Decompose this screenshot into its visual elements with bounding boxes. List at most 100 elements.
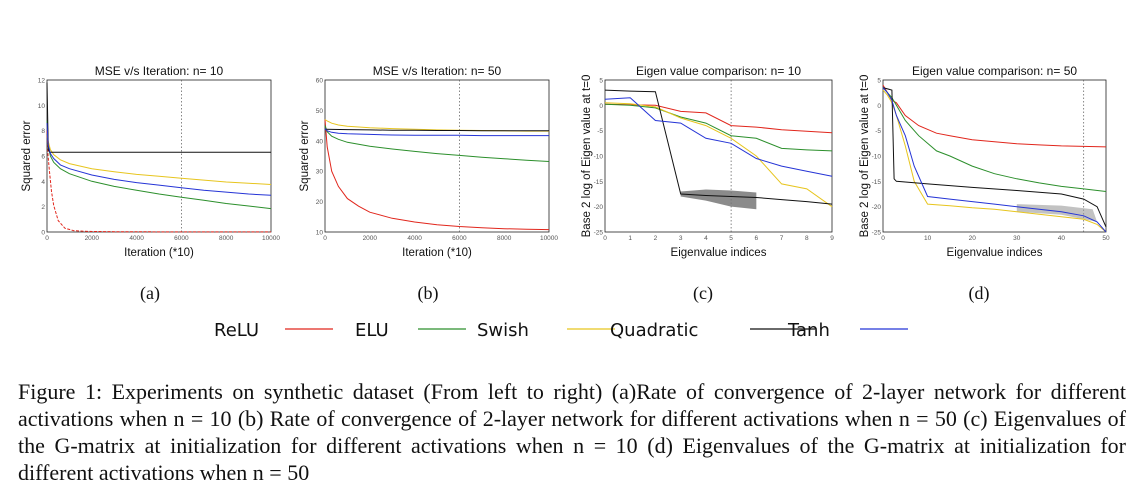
subfigure-label: (a) [140, 283, 160, 304]
y-tick-label: -10 [594, 154, 604, 161]
plot-frame [604, 79, 833, 233]
series-line-quadratic [46, 82, 271, 153]
y-axis-label: Base 2 log of Eigen value at t=0 [859, 75, 871, 238]
x-axis-label: Iteration (*10) [124, 247, 194, 259]
y-tick-label: -10 [872, 154, 882, 161]
y-tick-label: -5 [875, 128, 881, 135]
subfigure-label: (c) [693, 283, 713, 304]
y-tick-label: 5 [877, 78, 881, 85]
x-tick-label: 3 [679, 235, 683, 242]
series-line-relu [324, 119, 550, 231]
series-line-quadratic [882, 87, 1107, 228]
y-tick-label: -25 [594, 230, 604, 237]
x-tick-label: 0 [881, 235, 885, 242]
x-tick-label: 9 [830, 235, 834, 242]
legend-label: Tanh [787, 320, 830, 341]
series-line-relu [46, 130, 271, 233]
y-tick-label: 0 [877, 103, 881, 110]
y-tick-label: 0 [599, 103, 603, 110]
y-tick-label: -20 [872, 204, 882, 211]
chart-panel-3: 0 1 2 3 4 5 6 7 8 9 5 0 -5 -10 -15 -20 -25 Eigen value co… [581, 64, 834, 304]
y-tick-label: 50 [316, 108, 324, 115]
x-tick-label: 20 [969, 235, 977, 242]
legend-label: ReLU [214, 320, 259, 341]
x-tick-label: 0 [45, 235, 49, 242]
series-line-swish [46, 124, 272, 185]
x-axis-label: Iteration (*10) [402, 247, 472, 259]
y-tick-label: 4 [41, 179, 45, 186]
x-tick-label: 10000 [540, 235, 558, 242]
y-tick-label: 60 [316, 78, 324, 85]
x-tick-label: 10000 [262, 235, 280, 242]
plot-frame [46, 79, 272, 233]
chart-title: MSE v/s Iteration: n= 50 [373, 64, 502, 78]
x-tick-label: 30 [1013, 235, 1021, 242]
x-tick-label: 40 [1058, 235, 1066, 242]
x-tick-label: 7 [780, 235, 784, 242]
x-tick-label: 6000 [174, 235, 189, 242]
x-axis-label: Eigenvalue indices [671, 247, 767, 259]
variance-band [680, 189, 757, 210]
chart-title: MSE v/s Iteration: n= 10 [95, 64, 224, 78]
plot-frame [324, 79, 550, 233]
subfigure-label: (b) [418, 283, 439, 304]
legend: ReLU ELU Swish Quadratic Tanh [214, 320, 908, 341]
x-axis-label: Eigenvalue indices [947, 247, 1043, 259]
series-line-tanh [882, 87, 1107, 233]
y-tick-label: -5 [597, 128, 603, 135]
x-tick-label: 0 [603, 235, 607, 242]
series-line-tanh [324, 128, 549, 137]
x-tick-label: 8000 [219, 235, 234, 242]
y-tick-label: 5 [599, 78, 603, 85]
chart-title: Eigen value comparison: n= 10 [636, 64, 801, 78]
series-line-quadratic [324, 128, 549, 132]
x-tick-label: 5 [729, 235, 733, 242]
legend-label: Swish [477, 320, 529, 341]
y-tick-label: 40 [316, 138, 324, 145]
x-tick-label: 4000 [129, 235, 144, 242]
figure-caption: Figure 1: Experiments on synthetic datas… [18, 379, 1126, 485]
y-tick-label: -20 [594, 204, 604, 211]
x-tick-label: 4000 [407, 235, 422, 242]
x-tick-label: 2000 [363, 235, 378, 242]
x-tick-label: 6 [755, 235, 759, 242]
series-line-elu [324, 125, 550, 162]
chart-panel-1: 0 2000 4000 6000 8000 10000 0 2 4 6 8 10 12 MSE v/s I… [21, 64, 280, 304]
x-tick-label: 0 [323, 235, 327, 242]
y-tick-label: 0 [41, 230, 45, 237]
x-tick-label: 2000 [85, 235, 100, 242]
y-tick-label: 20 [316, 199, 324, 206]
y-tick-label: 6 [41, 154, 45, 161]
x-tick-label: 10 [924, 235, 932, 242]
subfigure-label: (d) [969, 283, 990, 304]
y-tick-label: 2 [41, 204, 45, 211]
y-tick-label: 10 [316, 230, 324, 237]
x-tick-label: 2 [654, 235, 658, 242]
y-axis-label: Squared error [21, 120, 33, 191]
x-tick-label: 8 [805, 235, 809, 242]
legend-label: Quadratic [610, 320, 698, 341]
y-tick-label: -25 [872, 230, 882, 237]
x-tick-label: 1 [628, 235, 632, 242]
y-tick-label: 12 [38, 78, 46, 85]
chart-panel-2: 0 2000 4000 6000 8000 10000 10 20 30 40 50 60 MSE v/… [299, 64, 558, 304]
series-line-tanh [604, 97, 833, 177]
series-line-quadratic [604, 89, 833, 205]
chart-title: Eigen value comparison: n= 50 [912, 64, 1077, 78]
x-tick-label: 50 [1102, 235, 1110, 242]
y-tick-label: 30 [316, 169, 324, 176]
y-axis-label: Squared error [299, 120, 311, 191]
x-tick-label: 4 [704, 235, 708, 242]
series-line-elu [882, 87, 1107, 192]
series-line-tanh [46, 123, 272, 196]
series-line-elu [46, 120, 272, 210]
legend-label: ELU [355, 320, 389, 341]
x-tick-label: 8000 [497, 235, 512, 242]
series-line-swish [604, 102, 833, 208]
y-tick-label: 8 [41, 128, 45, 135]
series-line-elu [604, 103, 833, 152]
y-tick-label: -15 [594, 179, 604, 186]
x-tick-label: 6000 [452, 235, 467, 242]
